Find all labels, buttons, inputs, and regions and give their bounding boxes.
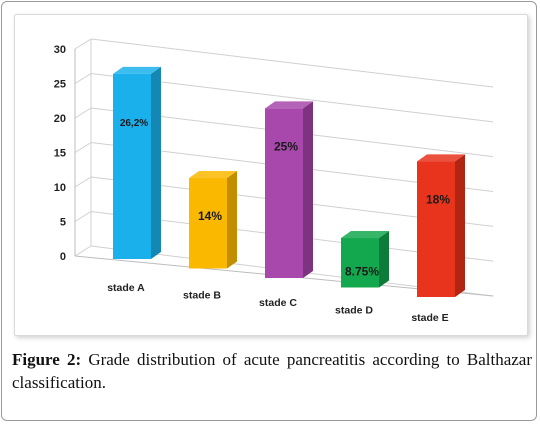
bar-side — [303, 101, 313, 279]
gridline-depth — [74, 211, 92, 222]
gridline-depth — [74, 38, 92, 50]
bar-stade-A — [113, 73, 151, 259]
y-tick-label: 25 — [54, 79, 66, 91]
x-tick-label: stade E — [411, 312, 448, 324]
bar-top — [417, 154, 465, 162]
gridline-depth — [74, 142, 92, 153]
x-tick-label: stade D — [335, 305, 373, 317]
y-tick-label: 20 — [54, 113, 66, 125]
y-tick-label: 30 — [54, 44, 66, 56]
gridline-depth — [74, 107, 92, 119]
bar-side — [379, 231, 389, 288]
bar-top — [189, 171, 237, 179]
y-tick-label: 0 — [60, 251, 66, 263]
data-label: 25% — [274, 139, 298, 153]
bar-top — [265, 101, 313, 109]
label-layer: 26,2% stade A 14% stade B 25% stade C 8.75% sta… — [107, 118, 450, 324]
gridline-depth — [74, 73, 92, 84]
y-tick-label: 15 — [54, 148, 66, 160]
x-tick-label: stade B — [183, 290, 221, 302]
bar-side — [227, 171, 237, 269]
figure-caption: Figure 2: Grade distribution of acute pa… — [12, 348, 532, 394]
bar-top — [113, 66, 161, 74]
bar-chart: 0 5 10 15 20 25 30 26,2% stade A 14% stade B 25% st… — [54, 38, 494, 324]
gridline-depth — [74, 176, 92, 188]
caption-text: Grade distribution of acute pancreatitis… — [12, 350, 532, 392]
bar-stade-E — [417, 161, 455, 297]
data-label: 18% — [426, 192, 450, 206]
bar-layer — [113, 66, 465, 297]
gridline-depth — [74, 245, 92, 257]
x-tick-label: stade A — [107, 282, 145, 294]
caption-label: Figure 2: — [12, 350, 82, 369]
data-label: 14% — [198, 209, 222, 223]
chart-panel: 0 5 10 15 20 25 30 26,2% stade A 14% stade B 25% st… — [14, 14, 528, 336]
bar-side — [151, 66, 161, 259]
gridline — [90, 38, 494, 88]
bar-side — [455, 154, 465, 297]
bar-stade-D — [341, 238, 379, 288]
x-tick-label: stade C — [259, 297, 297, 309]
bar-stade-C — [265, 108, 303, 279]
y-tick-label: 5 — [60, 217, 66, 229]
bar-top — [341, 231, 389, 239]
y-tick-label: 10 — [54, 182, 66, 194]
bar-stade-B — [189, 178, 227, 269]
data-label: 8.75% — [345, 265, 379, 279]
data-label: 26,2% — [120, 118, 148, 129]
